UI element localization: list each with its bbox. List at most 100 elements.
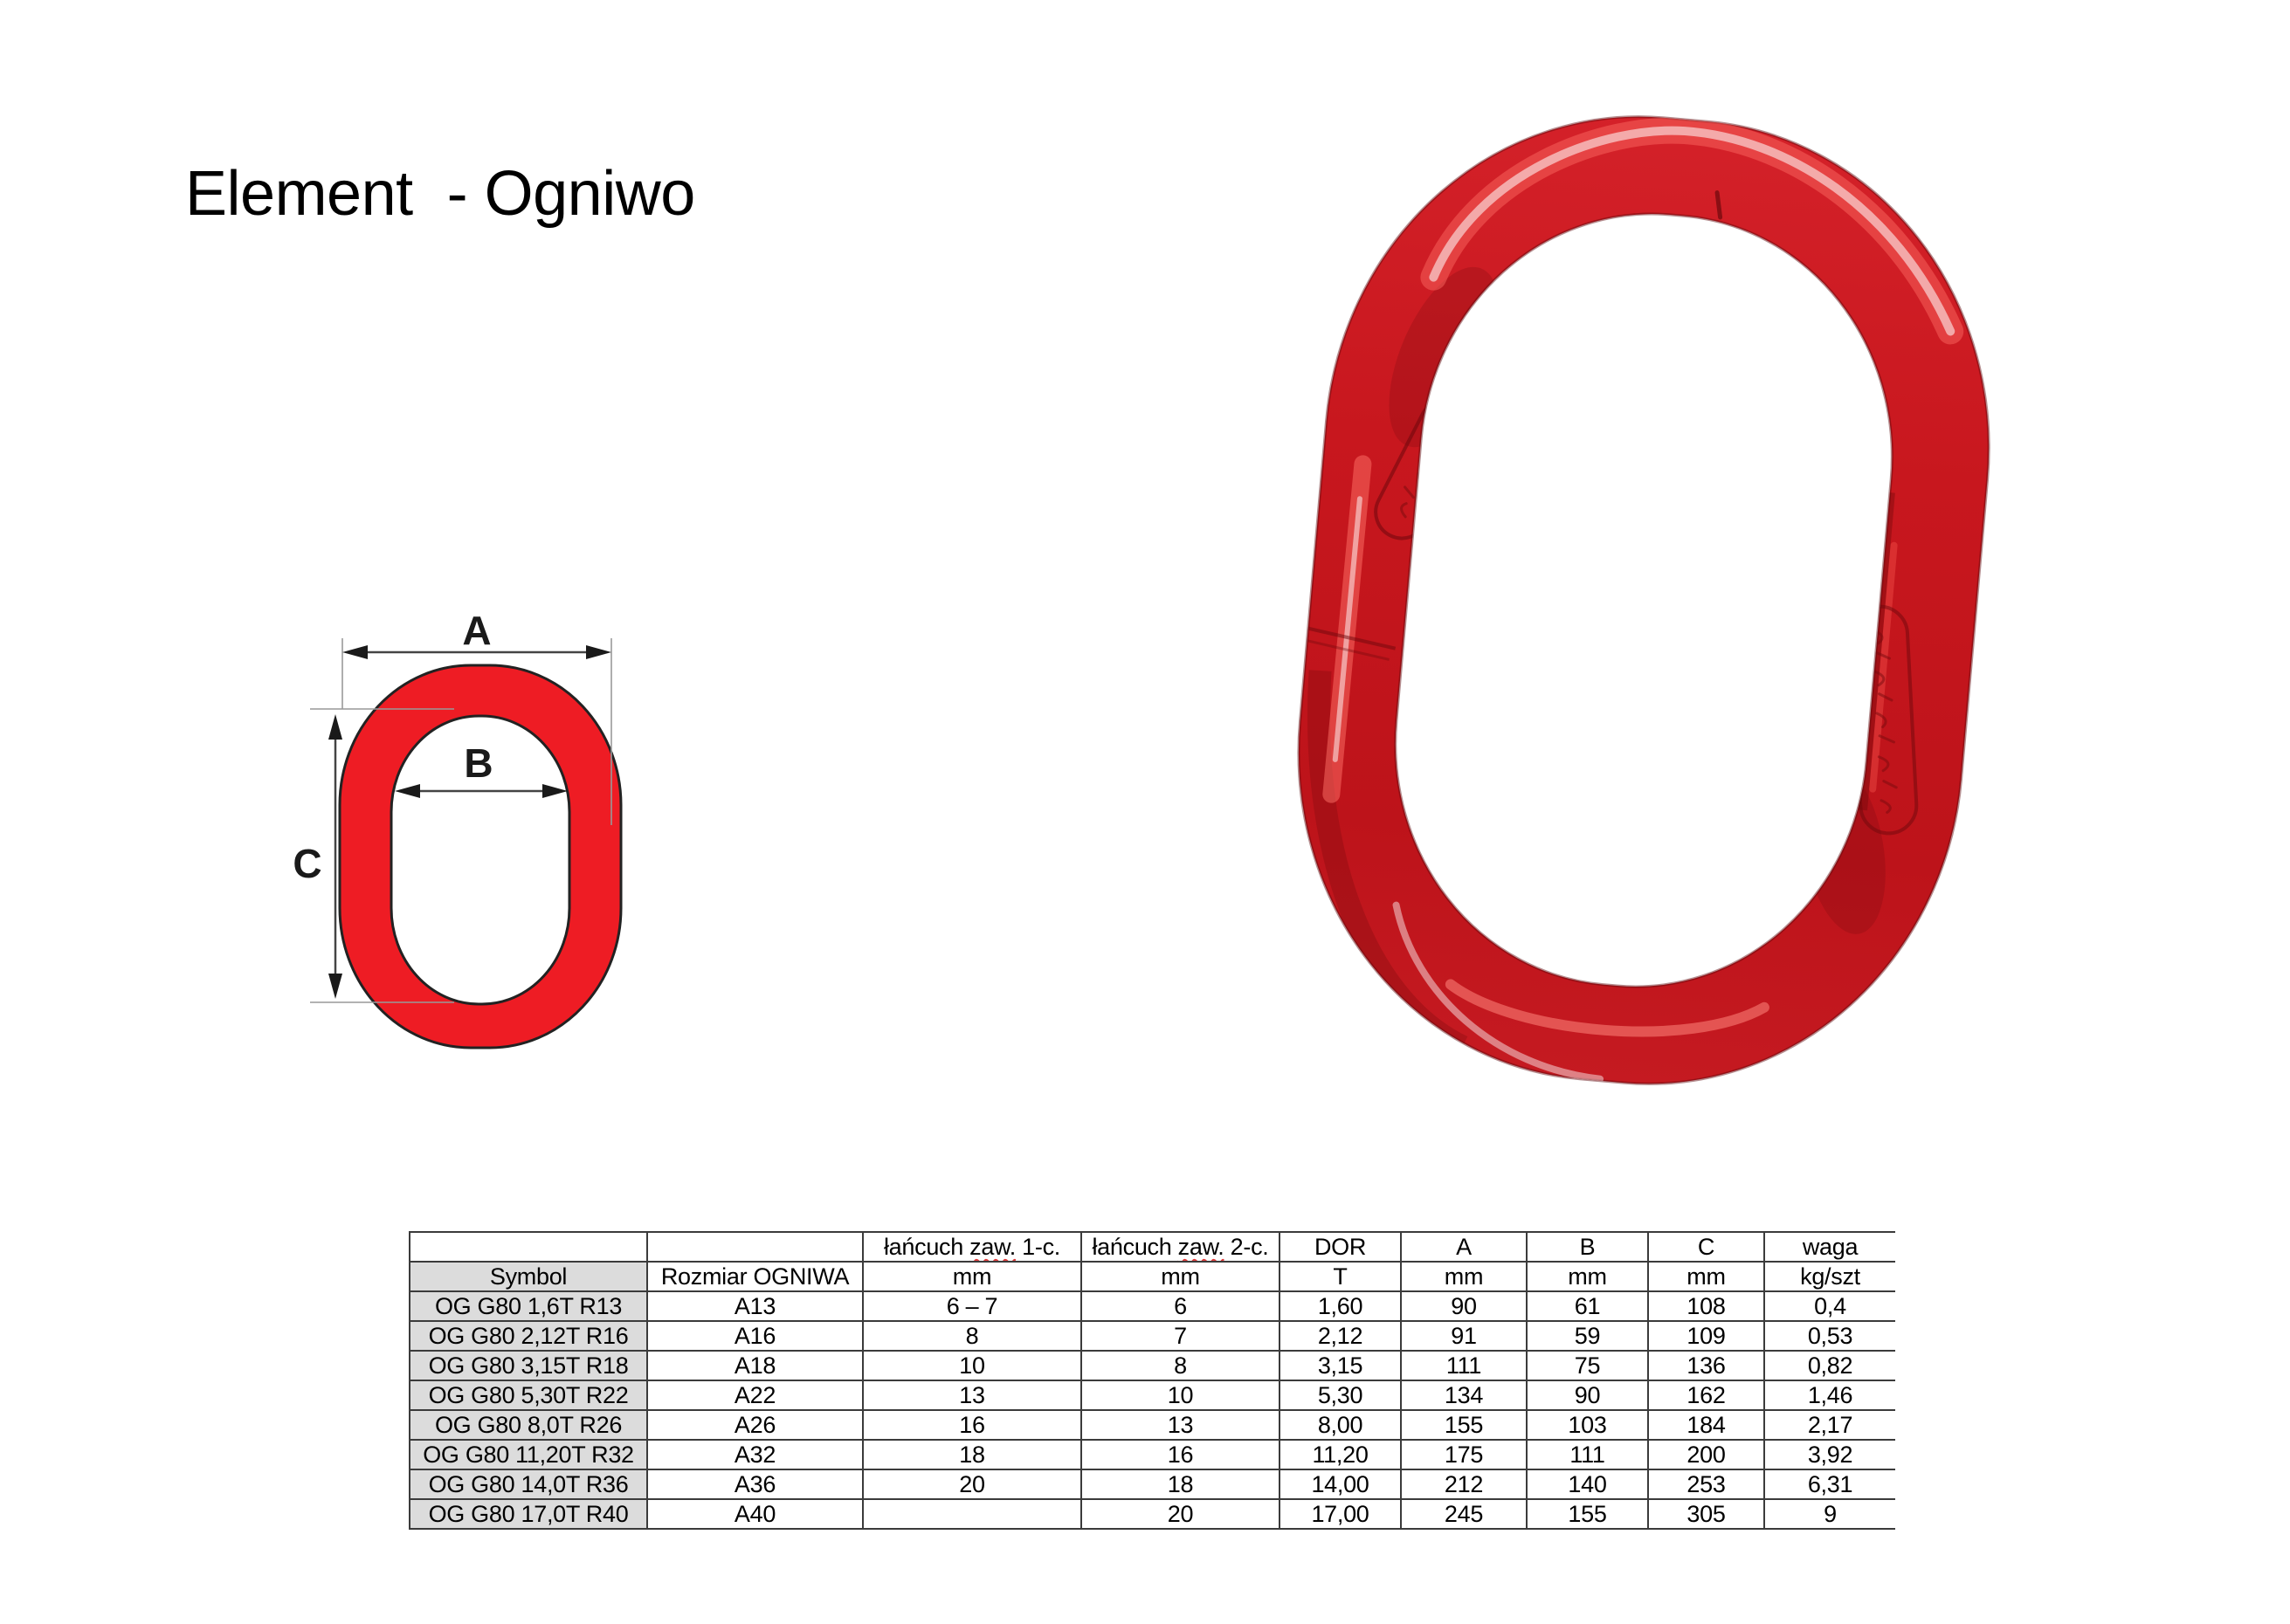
cell: 200 (1647, 1439, 1764, 1470)
cell: 5,30 (1279, 1380, 1401, 1411)
header-row-units: Symbol Rozmiar OGNIWA mm mm T mm mm mm k… (409, 1261, 1895, 1292)
cell: 1,60 (1279, 1290, 1401, 1322)
col-header-chain-2leg: łańcuch zaw. 2-c. (1080, 1231, 1280, 1263)
table-row: OG G80 11,20T R32 A32 18 16 11,20 175 11… (409, 1439, 1895, 1470)
cell: 16 (1080, 1439, 1280, 1470)
cell: 7 (1080, 1320, 1280, 1352)
cell: 134 (1400, 1380, 1527, 1411)
table-row: OG G80 17,0T R40 A40 20 17,00 245 155 30… (409, 1498, 1895, 1530)
header-blank (646, 1231, 863, 1263)
col-header-dor: DOR (1279, 1231, 1401, 1263)
cell: 8 (862, 1320, 1081, 1352)
header-row-top: łańcuch zaw. 1-c. łańcuch zaw. 2-c. DOR … (409, 1231, 1895, 1263)
cell: 140 (1526, 1469, 1648, 1500)
cell: 175 (1400, 1439, 1527, 1470)
cell: 3,15 (1279, 1350, 1401, 1381)
cell: 75 (1526, 1350, 1648, 1381)
col-header-rozmiar: Rozmiar OGNIWA (646, 1261, 863, 1292)
cell: 1,46 (1763, 1380, 1895, 1411)
col-header-waga: waga (1763, 1231, 1895, 1263)
cell-symbol: OG G80 2,12T R16 (409, 1320, 647, 1352)
cell: 6,31 (1763, 1469, 1895, 1500)
cell: 108 (1647, 1290, 1764, 1322)
cell: 13 (862, 1380, 1081, 1411)
cell: 305 (1647, 1498, 1764, 1530)
col-header-symbol: Symbol (409, 1261, 647, 1292)
cell-symbol: OG G80 17,0T R40 (409, 1498, 647, 1530)
table-row: OG G80 8,0T R26 A26 16 13 8,00 155 103 1… (409, 1409, 1895, 1441)
cell: A18 (646, 1350, 863, 1381)
cell: 136 (1647, 1350, 1764, 1381)
unit-cell: mm (862, 1261, 1081, 1292)
extension-lines (310, 638, 612, 1003)
cell: 59 (1526, 1320, 1648, 1352)
cell: A32 (646, 1439, 863, 1470)
cell-symbol: OG G80 1,6T R13 (409, 1290, 647, 1322)
cell: A36 (646, 1469, 863, 1500)
dimension-diagram: A B C (293, 608, 623, 1049)
cell: A22 (646, 1380, 863, 1411)
cell: 155 (1526, 1498, 1648, 1530)
cell: 0,53 (1763, 1320, 1895, 1352)
product-photo (1297, 115, 1990, 1085)
cell: 10 (862, 1350, 1081, 1381)
col-header-chain-1leg: łańcuch zaw. 1-c. (862, 1231, 1081, 1263)
label-c: C (293, 841, 321, 886)
cell: 0,82 (1763, 1350, 1895, 1381)
cell: 10 (1080, 1380, 1280, 1411)
cell: A16 (646, 1320, 863, 1352)
cell: 18 (862, 1439, 1081, 1470)
col-header-c: C (1647, 1231, 1764, 1263)
cell: 109 (1647, 1320, 1764, 1352)
cell: 103 (1526, 1409, 1648, 1441)
cell: 6 (1080, 1290, 1280, 1322)
cell: 2,17 (1763, 1409, 1895, 1441)
cell: 155 (1400, 1409, 1527, 1441)
cell: 16 (862, 1409, 1081, 1441)
cell: 184 (1647, 1409, 1764, 1441)
cell: 8,00 (1279, 1409, 1401, 1441)
cell-symbol: OG G80 5,30T R22 (409, 1380, 647, 1411)
cell: 8 (1080, 1350, 1280, 1381)
unit-cell: mm (1080, 1261, 1280, 1292)
cell: A40 (646, 1498, 863, 1530)
cell: A26 (646, 1409, 863, 1441)
cell: 6 – 7 (862, 1290, 1081, 1322)
cell: 17,00 (1279, 1498, 1401, 1530)
master-link-ring (1297, 115, 1990, 1085)
casting-mark (1714, 190, 1723, 220)
cell: 91 (1400, 1320, 1527, 1352)
cell: 61 (1526, 1290, 1648, 1322)
cell: 212 (1400, 1469, 1527, 1500)
cell: 90 (1400, 1290, 1527, 1322)
table-row: OG G80 14,0T R36 A36 20 18 14,00 212 140… (409, 1469, 1895, 1500)
cell: 11,20 (1279, 1439, 1401, 1470)
dimension-c: C (293, 714, 342, 999)
cell: 20 (862, 1469, 1081, 1500)
cell (862, 1498, 1081, 1530)
label-a: A (462, 608, 491, 653)
cell: 9 (1763, 1498, 1895, 1530)
cell: 162 (1647, 1380, 1764, 1411)
cell: 20 (1080, 1498, 1280, 1530)
spellcheck-word: zaw. (969, 1233, 1016, 1260)
cell: 0,4 (1763, 1290, 1895, 1322)
cell: 111 (1526, 1439, 1648, 1470)
unit-cell: mm (1400, 1261, 1527, 1292)
cell: 14,00 (1279, 1469, 1401, 1500)
spellcheck-word: zaw. (1177, 1233, 1224, 1260)
unit-cell: kg/szt (1763, 1261, 1895, 1292)
spec-table: łańcuch zaw. 1-c. łańcuch zaw. 2-c. DOR … (409, 1231, 1895, 1530)
unit-cell: T (1279, 1261, 1401, 1292)
page-title: Element - Ogniwo (185, 159, 695, 229)
cell: 253 (1647, 1469, 1764, 1500)
cell: 245 (1400, 1498, 1527, 1530)
cell: 18 (1080, 1469, 1280, 1500)
unit-cell: mm (1647, 1261, 1764, 1292)
cell-symbol: OG G80 11,20T R32 (409, 1439, 647, 1470)
weld-seam (1306, 626, 1397, 661)
cell: 13 (1080, 1409, 1280, 1441)
cell-symbol: OG G80 14,0T R36 (409, 1469, 647, 1500)
dimension-b: B (395, 740, 568, 798)
